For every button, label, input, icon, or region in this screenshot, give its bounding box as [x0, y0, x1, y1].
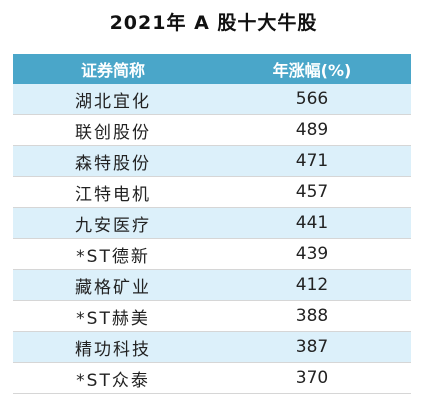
chart-title: 2021年 A 股十大牛股 [109, 12, 318, 34]
table-header-row: 证券简称 年涨幅(%) [13, 54, 411, 84]
stock-name-cell: 联创股份 [13, 114, 213, 146]
table-row: 九安医疗 441 [13, 207, 411, 239]
stock-name-cell: 湖北宜化 [13, 84, 213, 115]
stock-name-cell: *ST众泰 [13, 362, 213, 394]
table-row: *ST赫美 388 [13, 300, 411, 332]
gain-value-cell: 441 [213, 207, 411, 239]
table-row: *ST众泰 370 [13, 362, 411, 394]
column-header-name: 证券简称 [13, 54, 213, 84]
stock-name-cell: 江特电机 [13, 176, 213, 208]
stock-name-cell: *ST赫美 [13, 300, 213, 332]
gain-value-cell: 439 [213, 238, 411, 270]
gain-value-cell: 387 [213, 331, 411, 363]
top-stocks-table: 证券简称 年涨幅(%) 湖北宜化 566 联创股份 489 森特股份 471 江… [13, 54, 411, 394]
gain-value-cell: 489 [213, 114, 411, 146]
gain-value-cell: 471 [213, 145, 411, 177]
table-row: 藏格矿业 412 [13, 269, 411, 301]
gain-value-cell: 566 [213, 84, 411, 115]
stock-name-cell: 藏格矿业 [13, 269, 213, 301]
stock-name-cell: 森特股份 [13, 145, 213, 177]
gain-value-cell: 412 [213, 269, 411, 301]
stock-name-cell: *ST德新 [13, 238, 213, 270]
table-row: 森特股份 471 [13, 145, 411, 177]
gain-value-cell: 370 [213, 362, 411, 394]
table-row: 湖北宜化 566 [13, 84, 411, 115]
table-row: 联创股份 489 [13, 114, 411, 146]
table-row: 江特电机 457 [13, 176, 411, 208]
gain-value-cell: 457 [213, 176, 411, 208]
table-row: 精功科技 387 [13, 331, 411, 363]
column-header-gain: 年涨幅(%) [213, 54, 411, 84]
stock-name-cell: 九安医疗 [13, 207, 213, 239]
gain-value-cell: 388 [213, 300, 411, 332]
table-row: *ST德新 439 [13, 238, 411, 270]
stock-name-cell: 精功科技 [13, 331, 213, 363]
